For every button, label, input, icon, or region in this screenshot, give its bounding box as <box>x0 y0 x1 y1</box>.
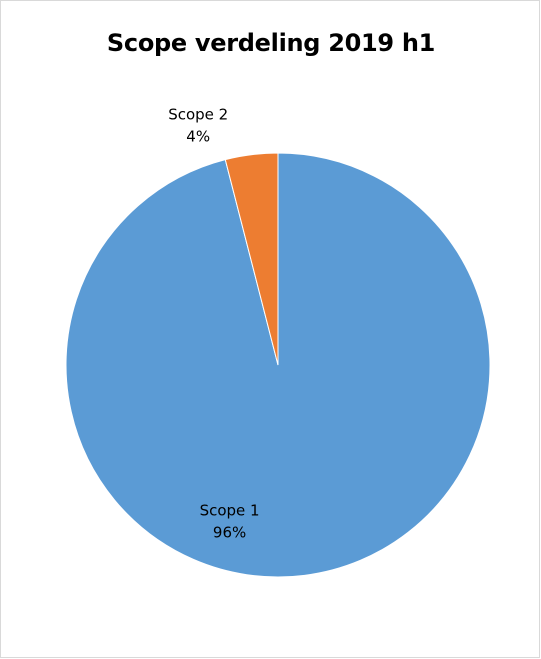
chart-title: Scope verdeling 2019 h1 <box>106 29 436 57</box>
slice-label-category: Scope 1 <box>200 501 260 519</box>
pie-slices <box>65 152 491 578</box>
slice-labels: Scope 1 96% Scope 2 4% <box>168 105 259 541</box>
pie-slice-scope-2 <box>224 152 279 366</box>
slice-label-category: Scope 2 <box>168 105 228 123</box>
slice-label-value: 4% <box>186 127 210 145</box>
slice-label-value: 96% <box>213 523 246 541</box>
